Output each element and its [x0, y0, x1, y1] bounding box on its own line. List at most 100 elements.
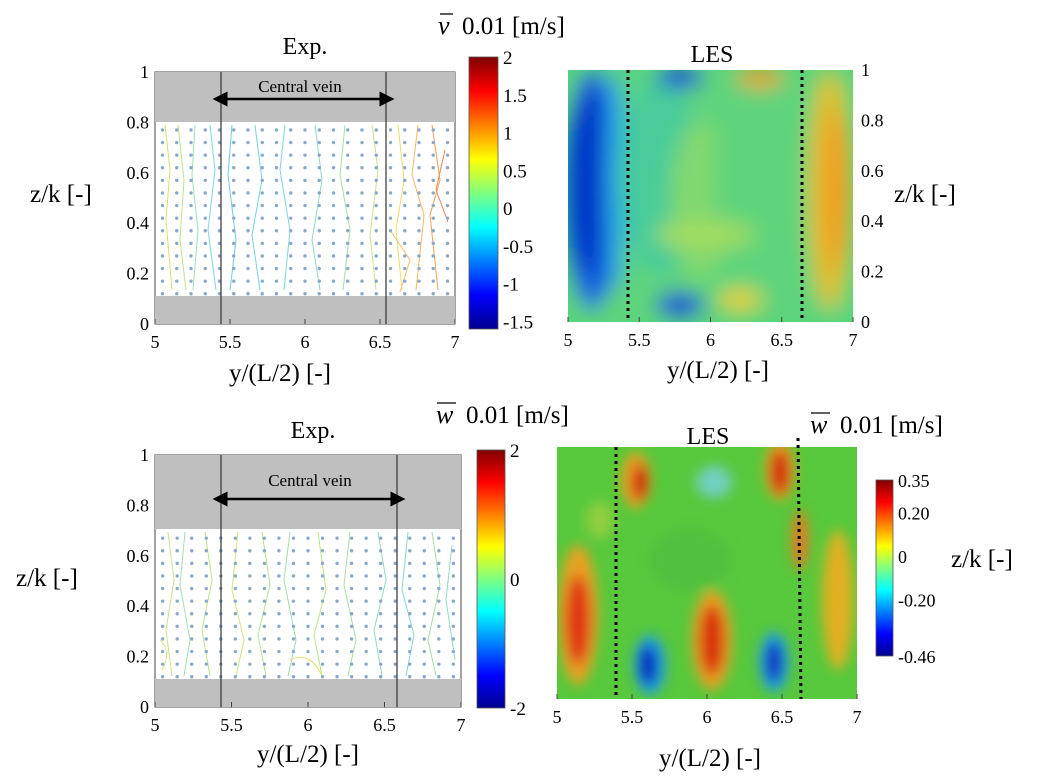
- y-tick-label: 0.8: [127, 112, 150, 132]
- measurement-point: [437, 624, 441, 629]
- measurement-point: [260, 178, 264, 183]
- measurement-point: [175, 586, 179, 591]
- measurement-point: [431, 128, 435, 132]
- measurement-point: [277, 574, 281, 578]
- measurement-point: [408, 574, 412, 578]
- measurement-point: [233, 675, 238, 679]
- measurement-point: [175, 549, 179, 553]
- measurement-point: [203, 241, 207, 246]
- measurement-point: [160, 675, 165, 679]
- measurement-point: [291, 536, 296, 540]
- colorbar-tick-label: -0.46: [898, 647, 936, 667]
- measurement-point: [246, 140, 250, 145]
- measurement-point: [374, 178, 378, 183]
- measurement-point: [246, 203, 250, 208]
- measurement-point: [160, 662, 165, 666]
- measurement-point: [248, 536, 252, 540]
- measurement-point: [437, 662, 441, 666]
- measurement-point: [289, 241, 293, 246]
- measurement-point: [360, 140, 364, 145]
- y-tick-label: 0: [140, 314, 149, 334]
- measurement-point: [232, 203, 236, 208]
- panel-exp-w-shade-top: [155, 455, 461, 529]
- measurement-point: [289, 203, 293, 208]
- x-tick-label: 7: [853, 707, 862, 727]
- measurement-point: [189, 178, 193, 183]
- measurement-point: [274, 241, 279, 246]
- panel-exp-w: Exp.: [16, 418, 466, 768]
- measurement-point: [388, 178, 393, 183]
- measurement-point: [349, 675, 354, 679]
- measurement-point: [388, 241, 393, 246]
- measurement-point: [248, 662, 252, 666]
- measurement-point: [445, 203, 450, 208]
- measurement-point: [289, 128, 293, 132]
- colorbar-w-exp-ticks: 2 0 -2: [510, 441, 526, 720]
- measurement-point: [320, 536, 325, 540]
- measurement-point: [160, 561, 165, 566]
- measurement-point: [374, 216, 378, 220]
- panel-exp-w-ylabel: z/k [-]: [16, 565, 78, 592]
- measurement-point: [403, 191, 407, 195]
- measurement-point: [274, 279, 279, 283]
- measurement-point: [274, 153, 279, 157]
- measurement-point: [175, 649, 179, 654]
- measurement-point: [291, 662, 296, 666]
- measurement-point: [248, 637, 252, 641]
- measurement-point: [175, 166, 179, 170]
- measurement-point: [217, 140, 222, 145]
- measurement-point: [160, 279, 165, 283]
- measurement-point: [431, 178, 435, 183]
- measurement-point: [346, 241, 350, 246]
- colorbar-tick-label: -2: [510, 699, 526, 720]
- measurement-point: [445, 292, 450, 296]
- measurement-point: [408, 536, 412, 540]
- measurement-point: [437, 675, 441, 679]
- measurement-point: [422, 561, 426, 566]
- measurement-point: [233, 536, 238, 540]
- measurement-point: [320, 549, 325, 553]
- measurement-point: [204, 612, 208, 616]
- measurement-point: [248, 599, 252, 603]
- measurement-point: [274, 254, 279, 258]
- measurement-point: [175, 599, 179, 603]
- measurement-point: [437, 637, 441, 641]
- measurement-point: [291, 612, 296, 616]
- measurement-point: [374, 140, 378, 145]
- measurement-point: [306, 561, 310, 566]
- measurement-point: [422, 612, 426, 616]
- measurement-point: [262, 662, 267, 666]
- measurement-point: [233, 612, 238, 616]
- measurement-point: [260, 292, 264, 296]
- measurement-point: [260, 266, 264, 271]
- measurement-point: [160, 612, 165, 616]
- measurement-point: [274, 292, 279, 296]
- panel-exp-v-xlabel: y/(L/2) [-]: [229, 360, 331, 387]
- panel-exp-v-annotation: Central vein: [258, 77, 342, 96]
- measurement-point: [217, 166, 222, 170]
- measurement-point: [388, 216, 393, 220]
- measurement-point: [331, 191, 336, 195]
- measurement-point: [262, 624, 267, 629]
- measurement-point: [417, 203, 421, 208]
- measurement-point: [306, 599, 310, 603]
- measurement-point: [204, 549, 208, 553]
- panel-exp-w-xlabel: y/(L/2) [-]: [257, 741, 359, 768]
- measurement-point: [232, 279, 236, 283]
- measurement-point: [189, 140, 193, 145]
- measurement-point: [204, 649, 208, 654]
- measurement-point: [374, 128, 378, 132]
- measurement-point: [233, 662, 238, 666]
- measurement-point: [233, 624, 238, 629]
- measurement-point: [335, 549, 339, 553]
- measurement-point: [303, 203, 307, 208]
- measurement-point: [291, 675, 296, 679]
- measurement-point: [335, 624, 339, 629]
- measurement-point: [437, 612, 441, 616]
- measurement-point: [203, 254, 207, 258]
- measurement-point: [437, 536, 441, 540]
- measurement-point: [346, 140, 350, 145]
- measurement-point: [274, 266, 279, 271]
- measurement-point: [317, 191, 321, 195]
- measurement-point: [303, 128, 307, 132]
